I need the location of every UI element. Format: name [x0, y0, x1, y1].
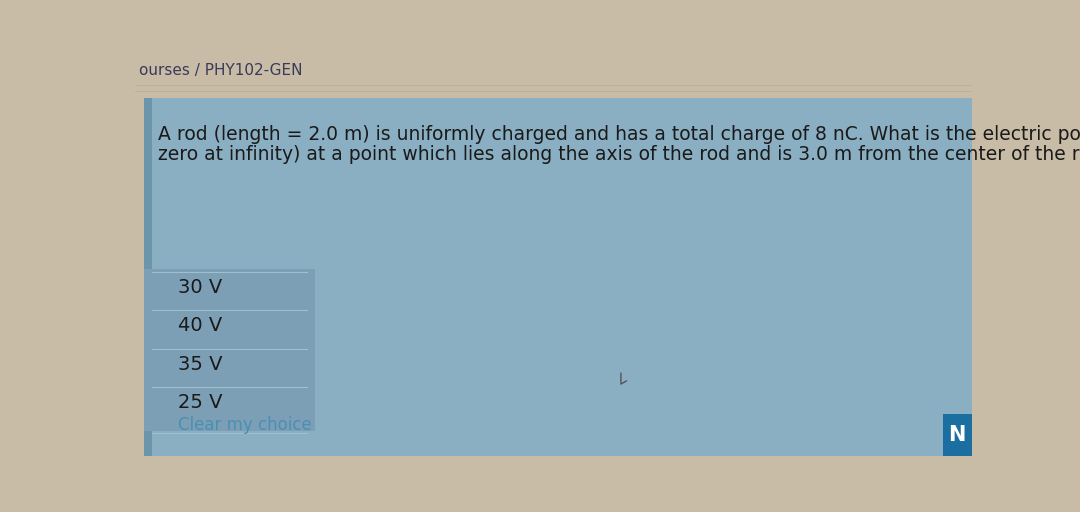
Text: Clear my choice: Clear my choice — [177, 416, 311, 434]
Text: 35 V: 35 V — [177, 354, 222, 374]
Text: zero at infinity) at a point which lies along the axis of the rod and is 3.0 m f: zero at infinity) at a point which lies … — [159, 144, 1080, 164]
Bar — [145, 269, 314, 431]
Bar — [145, 98, 152, 456]
Text: 30 V: 30 V — [177, 278, 221, 296]
Text: 40 V: 40 V — [177, 316, 221, 335]
Text: ourses / PHY102-GEN: ourses / PHY102-GEN — [139, 63, 302, 78]
Text: 25 V: 25 V — [177, 393, 222, 412]
Bar — [943, 414, 972, 456]
Text: A rod (length = 2.0 m) is uniformly charged and has a total charge of 8 nC. What: A rod (length = 2.0 m) is uniformly char… — [159, 124, 1080, 143]
Text: N: N — [948, 425, 966, 445]
